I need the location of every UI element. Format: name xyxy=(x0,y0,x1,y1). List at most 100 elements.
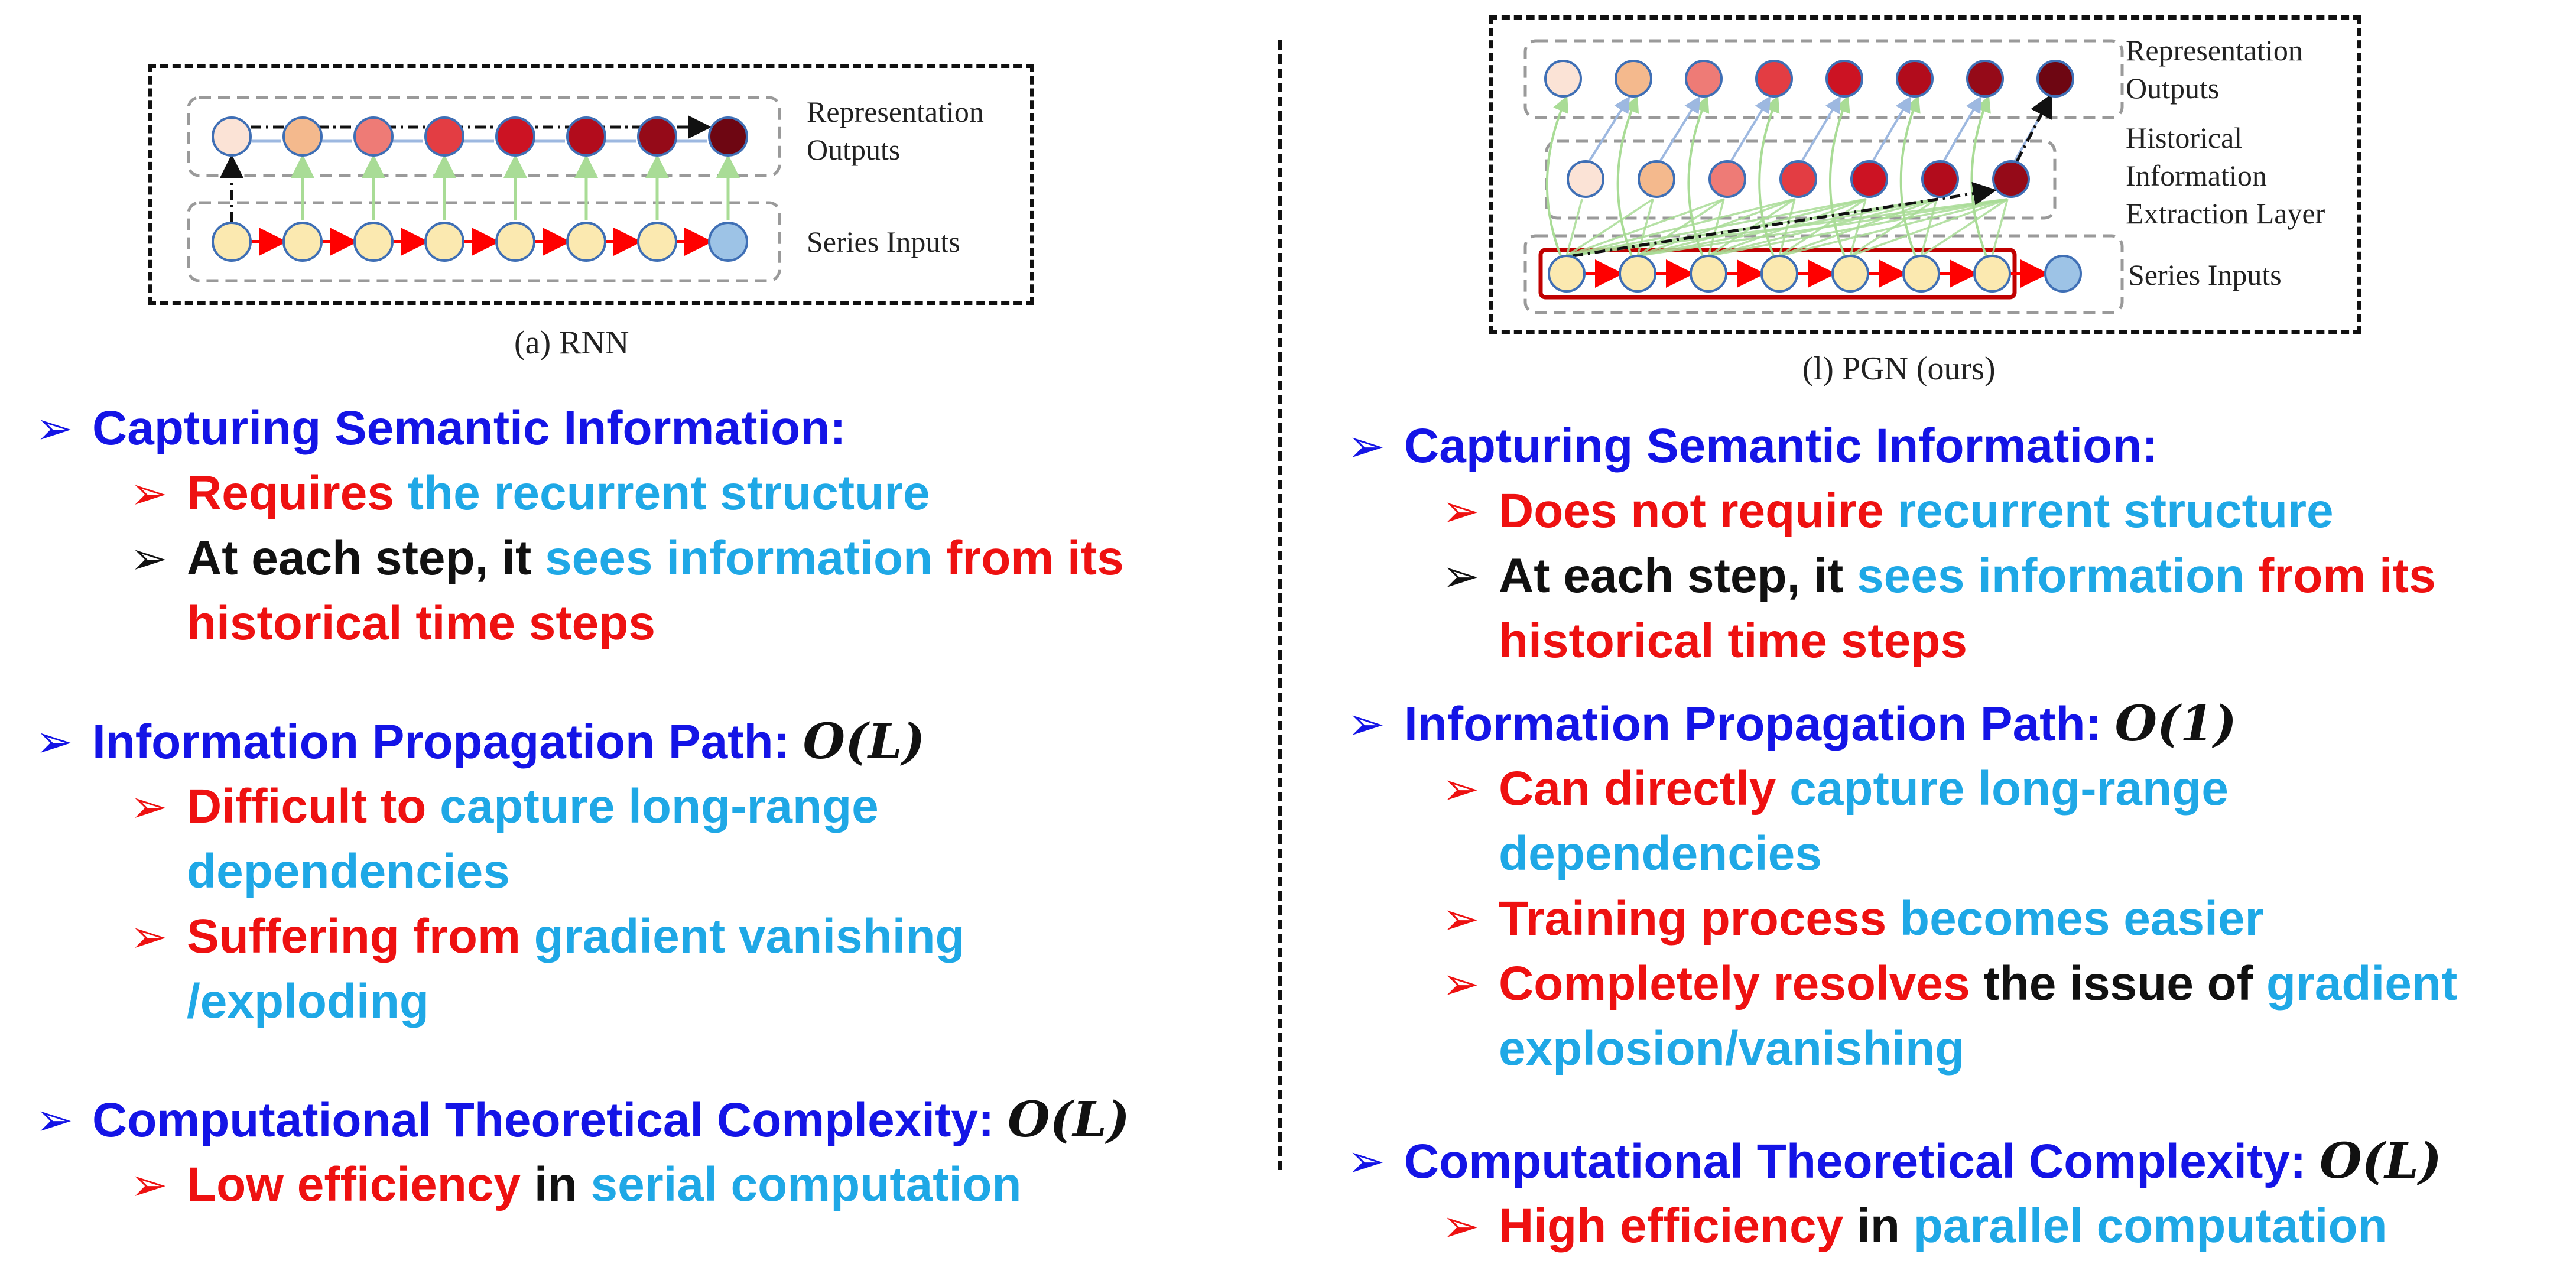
section-heading-text: Capturing Semantic Information: xyxy=(1404,419,2158,473)
output-node xyxy=(424,116,464,157)
bullet-text-segment: parallel computation xyxy=(1913,1199,2387,1253)
sub-bullet-continuation: dependencies xyxy=(1499,821,1822,886)
output-node xyxy=(495,116,535,157)
skip-arrow xyxy=(1970,95,1991,256)
output-arrow xyxy=(1942,96,1981,162)
bullet-arrow-icon: ➢ xyxy=(1347,1135,1385,1187)
bullet-text-segment: becomes easier xyxy=(1899,892,2264,946)
hidden-node xyxy=(1850,160,1888,198)
bullet-text-segment: recurrent structure xyxy=(1897,484,2334,538)
bullet-text-segment: capture long-range xyxy=(1789,762,2229,816)
bullet-text-segment: historical time steps xyxy=(1499,614,1967,668)
sub-bullet-arrow-icon: ➢ xyxy=(130,467,168,519)
pgn-input-group xyxy=(1523,234,2124,314)
sub-bullet-arrow-icon: ➢ xyxy=(1442,957,1480,1010)
output-node xyxy=(212,116,252,157)
bullet-text-segment: capture long-range xyxy=(440,779,879,833)
bullet-text-segment: At each step, it xyxy=(1499,549,1857,603)
sub-bullet-arrow-icon: ➢ xyxy=(1442,762,1480,815)
bullet-text-segment: dependencies xyxy=(1499,827,1822,881)
output-node xyxy=(1544,60,1582,98)
output-arrow xyxy=(1588,96,1630,163)
sub-bullet-arrow-icon: ➢ xyxy=(130,1158,168,1211)
input-node xyxy=(282,222,323,262)
skip-arrow xyxy=(1687,95,1710,256)
input-node xyxy=(2044,255,2082,293)
sub-bullet-continuation: historical time steps xyxy=(187,591,655,656)
input-node xyxy=(1548,255,1586,293)
bullet-text-segment: Suffering from xyxy=(187,909,534,963)
sub-bullet-continuation: historical time steps xyxy=(1499,609,1967,674)
output-node xyxy=(566,116,606,157)
output-node xyxy=(708,116,748,157)
propagation-path-arrow xyxy=(1572,181,1997,258)
rnn-figure-frame: Representation Outputs Series Inputs xyxy=(148,64,1034,305)
section-heading-text: Computational Theoretical Complexity: xyxy=(1404,1135,2320,1188)
skip-arrow xyxy=(1565,199,1583,256)
output-node xyxy=(637,116,677,157)
hidden-node xyxy=(1921,160,1959,198)
skip-arrow xyxy=(1545,95,1568,256)
bullet-arrow-icon: ➢ xyxy=(35,715,73,768)
input-node xyxy=(1619,255,1656,293)
output-node xyxy=(2036,60,2074,98)
input-node xyxy=(1973,255,2011,293)
bullet-text-segment: from its xyxy=(2257,549,2436,603)
input-node xyxy=(708,222,748,262)
rnn-figure-caption: (a) RNN xyxy=(514,324,629,361)
bullet-text-segment: from its xyxy=(946,531,1124,585)
section-heading-text: Information Propagation Path: xyxy=(1404,697,2115,751)
sub-bullet-continuation: /exploding xyxy=(187,969,429,1034)
skip-arrow xyxy=(1921,198,2008,257)
output-arrow xyxy=(2013,96,2052,162)
input-node xyxy=(1902,255,1940,293)
skip-arrow xyxy=(1566,198,1866,257)
sub-bullet-arrow-icon: ➢ xyxy=(1442,485,1480,537)
input-node xyxy=(637,222,677,262)
sub-bullet-arrow-icon: ➢ xyxy=(130,780,168,833)
pgn-input-label: Series Inputs xyxy=(2128,258,2282,291)
output-node xyxy=(353,116,394,157)
hidden-node xyxy=(1992,160,2030,198)
bullet-text-segment: gradient vanishing xyxy=(534,909,965,963)
output-node xyxy=(1755,60,1793,98)
pgn-diagram xyxy=(1523,39,2124,314)
pgn-output-label: Representation Outputs xyxy=(2126,34,2303,105)
bullet-text-segment: Can directly xyxy=(1499,762,1790,816)
bullet-text-segment: At each step, it xyxy=(187,531,545,585)
input-node xyxy=(1760,255,1798,293)
bullet-text-segment: historical time steps xyxy=(187,596,655,650)
sub-bullet-arrow-icon: ➢ xyxy=(130,910,168,963)
output-node xyxy=(1825,60,1863,98)
input-node xyxy=(566,222,606,262)
rnn-output-label: Representation Outputs xyxy=(807,95,984,166)
bullet-text-segment: sees information xyxy=(1857,549,2258,603)
sub-bullet-arrow-icon: ➢ xyxy=(1442,892,1480,945)
output-arrow xyxy=(1801,96,1841,163)
input-node xyxy=(424,222,464,262)
bullet-text-segment: Does not require xyxy=(1499,484,1898,538)
complexity-formula: O(1) xyxy=(2114,696,2237,752)
bullet-text-segment: Requires xyxy=(187,466,408,520)
skip-arrow xyxy=(1616,95,1639,256)
bullet-arrow-icon: ➢ xyxy=(35,1093,73,1146)
skip-arrow xyxy=(1566,198,1654,257)
bullet-text-segment: Training process xyxy=(1499,892,1900,946)
skip-arrow xyxy=(1566,198,1724,257)
bullet-text-segment: dependencies xyxy=(187,844,510,898)
pgn-figure-frame: Representation Outputs Historical Inform… xyxy=(1489,15,2361,334)
output-arrow xyxy=(1730,96,1771,163)
sub-bullet-continuation: explosion/vanishing xyxy=(1499,1016,1964,1081)
section-heading-text: Computational Theoretical Complexity: xyxy=(92,1093,1008,1147)
bullet-arrow-icon: ➢ xyxy=(1347,697,1385,750)
output-arrow xyxy=(1659,96,1701,163)
rnn-output-group xyxy=(187,96,781,177)
sub-bullet-arrow-icon: ➢ xyxy=(130,532,168,584)
input-node xyxy=(212,222,252,262)
output-node xyxy=(1896,60,1934,98)
skip-arrow xyxy=(1758,95,1780,256)
column-divider xyxy=(1278,40,1282,1170)
bullet-text-segment: explosion/vanishing xyxy=(1499,1022,1965,1076)
hidden-node xyxy=(1708,160,1746,198)
output-node xyxy=(1966,60,2004,98)
